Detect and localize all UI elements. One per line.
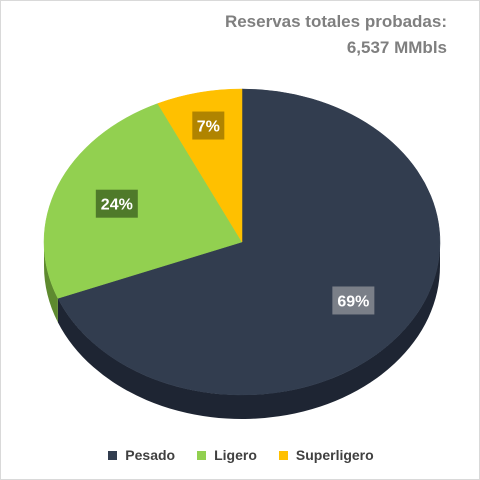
data-label-pesado: 69% xyxy=(332,286,375,315)
legend-item-pesado: Pesado xyxy=(108,447,175,463)
legend-swatch-pesado xyxy=(108,450,118,460)
legend-label-superligero: Superligero xyxy=(295,447,374,463)
data-label-text: 24% xyxy=(101,197,133,214)
pie-side xyxy=(44,242,440,420)
pie-slice-pesado xyxy=(57,88,441,396)
legend-swatch-ligero xyxy=(197,450,207,460)
legend-item-superligero: Superligero xyxy=(278,447,374,463)
pie-side-ligero xyxy=(44,242,58,323)
legend-item-ligero: Ligero xyxy=(197,447,257,463)
pie-slice-ligero xyxy=(43,103,243,299)
legend-label-ligero: Ligero xyxy=(214,447,257,463)
data-label-box xyxy=(192,111,225,140)
pie-side-pesado xyxy=(57,242,440,420)
data-label-box xyxy=(332,286,375,315)
data-label-text: 7% xyxy=(197,119,220,136)
chart-title: Reservas totales probadas: 6,537 MMbls xyxy=(225,9,447,61)
pie-chart: 69% 24% 7% xyxy=(43,88,441,420)
data-label-ligero: 24% xyxy=(95,189,138,218)
data-label-text: 69% xyxy=(337,293,369,310)
legend-swatch-superligero xyxy=(278,450,288,460)
chart-title-line-1: Reservas totales probadas: xyxy=(224,12,447,31)
chart-title-line-2: 6,537 MMbls xyxy=(346,38,447,57)
data-label-box xyxy=(95,189,138,218)
legend-label-pesado: Pesado xyxy=(125,447,176,463)
legend: Pesado Ligero Superligero xyxy=(1,447,480,463)
data-label-superligero: 7% xyxy=(192,111,225,140)
